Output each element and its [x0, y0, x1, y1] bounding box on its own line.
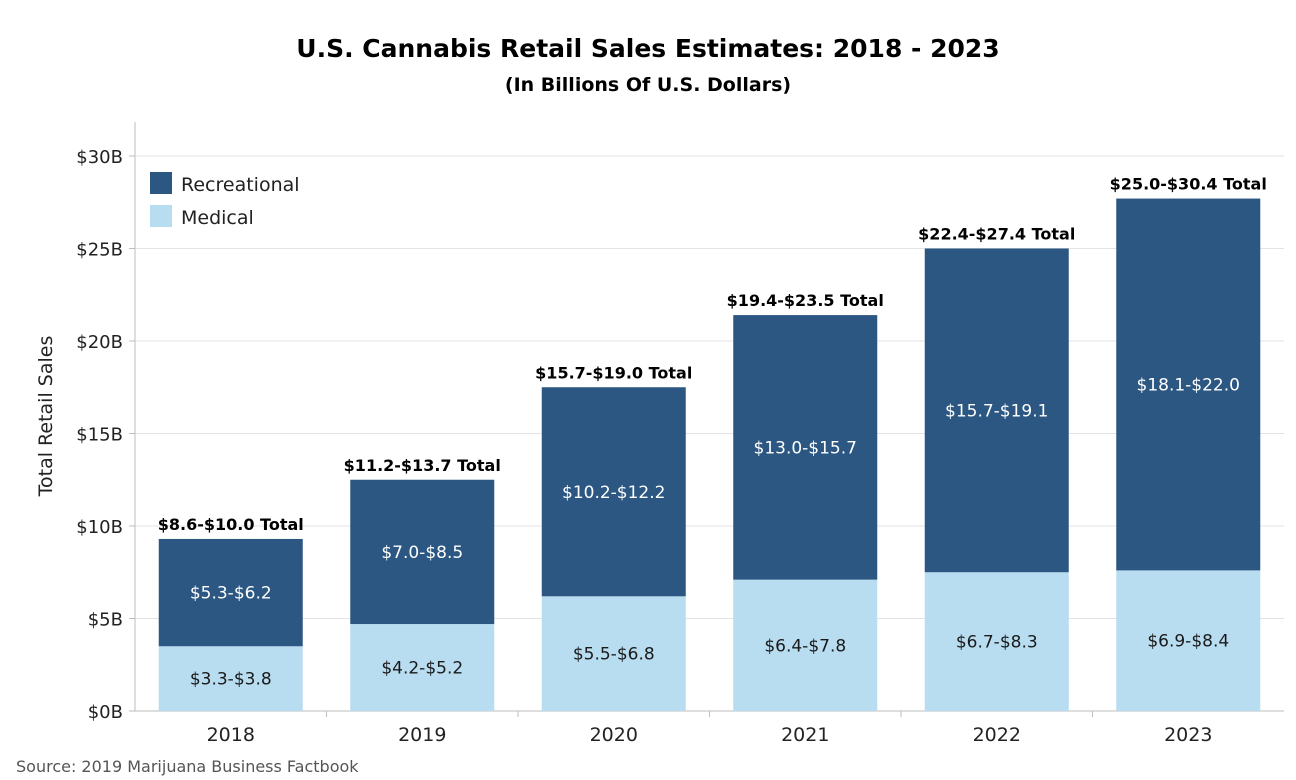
x-tick-label: 2022: [973, 724, 1021, 746]
bar-medical: [1116, 570, 1261, 711]
y-tick-label: $30B: [76, 147, 123, 168]
bar-recreational: [158, 538, 303, 647]
legend-label-recreational: Recreational: [181, 174, 300, 196]
bar-medical: [158, 646, 303, 711]
total-label: $19.4-$23.5 Total: [727, 291, 884, 310]
medical-data-label: $6.7-$8.3: [956, 633, 1038, 653]
bar-medical: [350, 624, 495, 711]
y-axis-label: Total Retail Sales: [35, 336, 57, 498]
chart-subtitle: (In Billions Of U.S. Dollars): [504, 74, 792, 96]
total-label: $25.0-$30.4 Total: [1110, 175, 1267, 194]
bar-recreational: [350, 479, 495, 625]
source-note: Source: 2019 Marijuana Business Factbook: [16, 757, 359, 776]
recreational-data-label: $7.0-$8.5: [381, 543, 463, 563]
bar-recreational: [924, 248, 1069, 573]
total-label: $8.6-$10.0 Total: [158, 515, 304, 534]
bar-recreational: [1116, 198, 1261, 571]
recreational-data-label: $10.2-$12.2: [562, 483, 665, 503]
y-tick-label: $25B: [76, 240, 123, 261]
legend-swatch-medical: [150, 205, 172, 227]
x-tick-label: 2020: [590, 724, 638, 746]
total-label: $15.7-$19.0 Total: [535, 363, 692, 382]
x-tick-label: 2023: [1164, 724, 1212, 746]
legend-label-medical: Medical: [181, 207, 254, 229]
recreational-data-label: $13.0-$15.7: [754, 438, 857, 458]
y-tick-label: $15B: [76, 425, 123, 446]
x-tick-label: 2019: [398, 724, 446, 746]
medical-data-label: $4.2-$5.2: [381, 659, 463, 679]
total-label: $11.2-$13.7 Total: [344, 456, 501, 475]
total-label: $22.4-$27.4 Total: [918, 225, 1075, 244]
bar-recreational: [541, 387, 686, 597]
medical-data-label: $5.5-$6.8: [573, 645, 655, 665]
recreational-data-label: $15.7-$19.1: [945, 401, 1048, 421]
recreational-data-label: $5.3-$6.2: [190, 584, 272, 604]
medical-data-label: $6.9-$8.4: [1147, 632, 1229, 652]
x-tick-label: 2018: [207, 724, 255, 746]
y-tick-label: $10B: [76, 517, 123, 538]
bar-medical: [541, 596, 686, 711]
y-tick-label: $0B: [88, 702, 123, 723]
y-tick-label: $20B: [76, 332, 123, 353]
recreational-data-label: $18.1-$22.0: [1137, 375, 1240, 395]
bar-medical: [924, 572, 1069, 711]
bar-medical: [733, 579, 878, 711]
bar-recreational: [733, 315, 878, 580]
x-tick-label: 2021: [781, 724, 829, 746]
legend-swatch-recreational: [150, 172, 172, 194]
y-tick-label: $5B: [88, 610, 123, 631]
chart-title: U.S. Cannabis Retail Sales Estimates: 20…: [296, 34, 1000, 63]
medical-data-label: $3.3-$3.8: [190, 670, 272, 690]
medical-data-label: $6.4-$7.8: [764, 636, 846, 656]
